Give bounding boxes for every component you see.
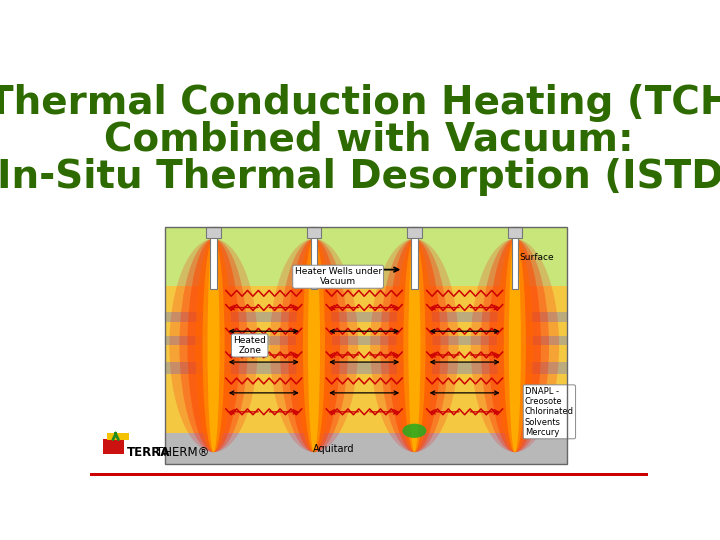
Ellipse shape xyxy=(380,239,449,452)
FancyBboxPatch shape xyxy=(166,362,567,374)
FancyBboxPatch shape xyxy=(511,227,518,288)
FancyBboxPatch shape xyxy=(166,227,567,286)
Ellipse shape xyxy=(489,239,541,452)
Ellipse shape xyxy=(408,239,420,452)
FancyBboxPatch shape xyxy=(90,473,648,476)
Ellipse shape xyxy=(303,239,325,452)
FancyBboxPatch shape xyxy=(307,227,321,238)
FancyBboxPatch shape xyxy=(166,286,567,433)
Ellipse shape xyxy=(497,239,533,452)
FancyBboxPatch shape xyxy=(107,433,128,440)
Ellipse shape xyxy=(308,239,320,452)
Ellipse shape xyxy=(509,239,521,452)
Text: Thermal Conduction Heating (TCH): Thermal Conduction Heating (TCH) xyxy=(0,84,720,122)
Ellipse shape xyxy=(187,239,240,452)
Ellipse shape xyxy=(179,239,248,452)
Ellipse shape xyxy=(402,424,426,438)
Ellipse shape xyxy=(169,239,258,452)
Text: TERRA: TERRA xyxy=(127,446,171,459)
FancyBboxPatch shape xyxy=(310,227,318,288)
FancyBboxPatch shape xyxy=(408,227,422,238)
Ellipse shape xyxy=(388,239,441,452)
Ellipse shape xyxy=(370,239,459,452)
FancyBboxPatch shape xyxy=(508,227,522,238)
Text: Heated
Zone: Heated Zone xyxy=(233,336,266,355)
Ellipse shape xyxy=(288,239,340,452)
Text: Heater Wells under
Vacuum: Heater Wells under Vacuum xyxy=(294,267,382,286)
Ellipse shape xyxy=(280,239,348,452)
Ellipse shape xyxy=(296,239,332,452)
FancyBboxPatch shape xyxy=(210,227,217,288)
FancyBboxPatch shape xyxy=(166,433,567,464)
Text: DNAPL -
Creosote
Chlorinated
Solvents
Mercury: DNAPL - Creosote Chlorinated Solvents Me… xyxy=(525,387,574,437)
FancyBboxPatch shape xyxy=(411,227,418,288)
Text: Surface: Surface xyxy=(519,253,554,262)
Ellipse shape xyxy=(403,239,426,452)
Ellipse shape xyxy=(471,239,559,452)
Text: In-Situ Thermal Desorption (ISTD): In-Situ Thermal Desorption (ISTD) xyxy=(0,158,720,197)
FancyBboxPatch shape xyxy=(166,312,567,322)
FancyBboxPatch shape xyxy=(207,227,221,238)
Ellipse shape xyxy=(481,239,549,452)
Text: Aquitard: Aquitard xyxy=(313,443,355,454)
Ellipse shape xyxy=(396,239,433,452)
Ellipse shape xyxy=(195,239,232,452)
FancyBboxPatch shape xyxy=(103,438,124,454)
Ellipse shape xyxy=(504,239,526,452)
Ellipse shape xyxy=(207,239,220,452)
Ellipse shape xyxy=(270,239,358,452)
Ellipse shape xyxy=(202,239,225,452)
FancyBboxPatch shape xyxy=(166,336,567,346)
Text: Combined with Vacuum:: Combined with Vacuum: xyxy=(104,121,634,159)
Text: THERM®: THERM® xyxy=(156,446,210,459)
